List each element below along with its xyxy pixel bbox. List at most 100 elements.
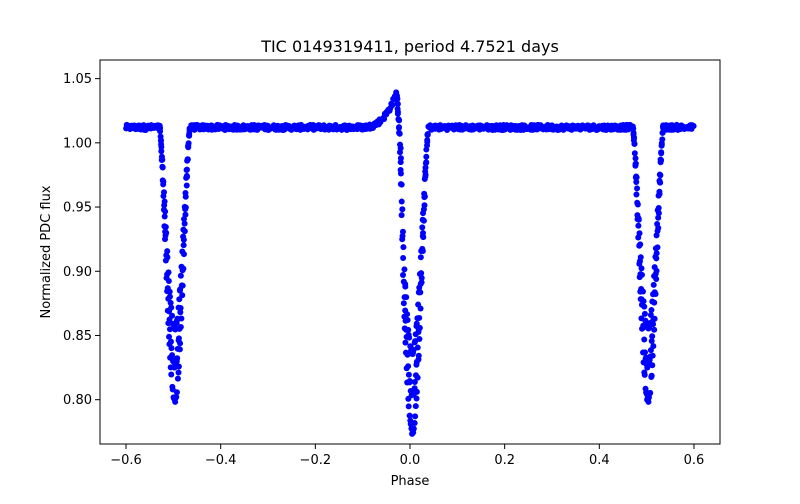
- data-point: [639, 288, 646, 295]
- data-point: [399, 206, 406, 213]
- data-point: [164, 254, 171, 261]
- data-point: [186, 132, 193, 139]
- data-point: [160, 178, 167, 185]
- data-point: [394, 108, 401, 115]
- data-point: [416, 270, 423, 277]
- data-point: [168, 304, 175, 311]
- data-point: [648, 307, 655, 314]
- data-point: [396, 130, 403, 137]
- data-point: [422, 160, 429, 167]
- data-point: [182, 189, 189, 196]
- data-point: [410, 391, 417, 398]
- data-point: [177, 286, 184, 293]
- data-point: [389, 102, 396, 109]
- data-point: [654, 221, 661, 228]
- data-point: [414, 315, 421, 322]
- x-tick-label: −0.6: [110, 453, 142, 468]
- data-point: [178, 263, 185, 270]
- data-point: [651, 264, 658, 271]
- x-tick-label: 0.4: [589, 453, 610, 468]
- x-tick-label: −0.2: [300, 453, 332, 468]
- data-point: [397, 155, 404, 162]
- data-point: [655, 214, 662, 221]
- data-point: [403, 294, 410, 301]
- data-point: [398, 212, 405, 219]
- data-point: [160, 189, 167, 196]
- data-point: [423, 146, 430, 153]
- x-axis-label: Phase: [391, 474, 430, 489]
- data-point: [641, 336, 648, 343]
- data-point: [167, 299, 174, 306]
- data-point: [415, 301, 422, 308]
- data-point: [398, 181, 405, 188]
- data-point: [412, 338, 419, 345]
- data-point: [406, 378, 413, 385]
- data-point: [415, 289, 422, 296]
- data-point: [647, 320, 654, 327]
- y-tick-label: 1.05: [63, 72, 92, 87]
- data-point: [422, 164, 429, 171]
- data-point: [631, 140, 638, 147]
- data-point: [400, 271, 407, 278]
- data-point: [166, 333, 173, 340]
- data-point: [652, 253, 659, 260]
- data-point: [180, 233, 187, 240]
- data-point: [166, 293, 173, 300]
- data-point: [175, 369, 182, 376]
- data-point: [657, 156, 664, 163]
- data-point: [162, 224, 169, 231]
- data-point: [659, 123, 666, 130]
- data-point: [650, 291, 657, 298]
- data-point: [402, 283, 409, 290]
- data-point: [420, 229, 427, 236]
- data-point: [632, 160, 639, 167]
- data-point: [175, 304, 182, 311]
- data-point: [633, 179, 640, 186]
- data-point: [159, 156, 166, 163]
- data-point: [157, 137, 164, 144]
- data-point: [405, 371, 412, 378]
- data-point: [163, 229, 170, 236]
- data-point: [421, 176, 428, 183]
- data-point: [424, 137, 431, 144]
- data-point: [424, 131, 431, 138]
- data-point: [635, 222, 642, 229]
- data-point: [164, 248, 171, 255]
- data-point: [169, 312, 176, 319]
- data-point: [404, 311, 411, 318]
- data-point: [161, 198, 168, 205]
- data-point: [634, 185, 641, 192]
- data-point: [404, 317, 411, 324]
- data-point: [398, 198, 405, 205]
- data-point: [415, 352, 422, 359]
- data-point: [176, 296, 183, 303]
- data-point: [159, 164, 166, 171]
- data-point: [183, 174, 190, 181]
- data-point: [655, 192, 662, 199]
- data-point: [174, 355, 181, 362]
- data-point: [168, 371, 175, 378]
- data-point: [640, 298, 647, 305]
- data-point: [405, 363, 412, 370]
- data-point: [690, 123, 697, 130]
- data-point: [641, 371, 648, 378]
- data-point: [418, 248, 425, 255]
- data-point: [421, 190, 428, 197]
- data-point: [179, 248, 186, 255]
- data-point: [405, 403, 412, 410]
- data-point: [650, 281, 657, 288]
- data-point: [161, 213, 168, 220]
- data-point: [641, 303, 648, 310]
- data-point: [412, 372, 419, 379]
- data-point: [397, 170, 404, 177]
- data-point: [180, 242, 187, 249]
- data-point: [658, 149, 665, 156]
- x-tick-label: −0.4: [205, 453, 237, 468]
- data-point: [172, 398, 179, 405]
- data-point: [647, 311, 654, 318]
- data-point: [638, 271, 645, 278]
- data-point: [659, 129, 666, 136]
